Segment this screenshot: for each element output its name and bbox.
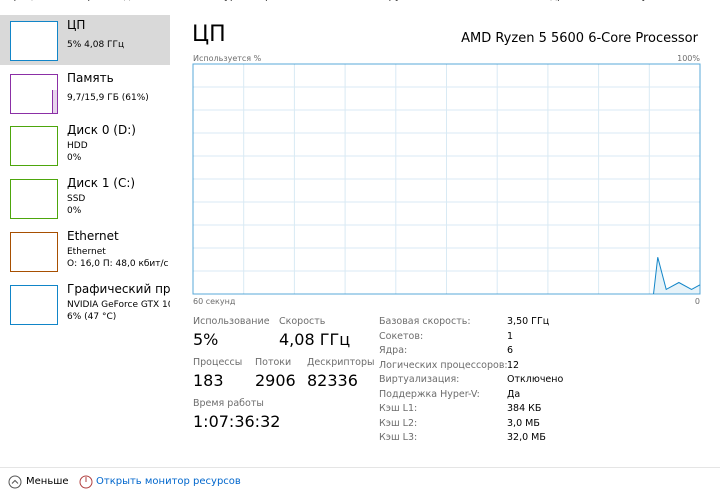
less-icon[interactable] (8, 475, 22, 489)
sidebar-thumbnail (10, 232, 58, 272)
sidebar-thumbnail (10, 74, 58, 114)
spec-label: Базовая скорость: (379, 316, 471, 327)
tab[interactable]: Журнал приложений (213, 0, 325, 3)
line (653, 257, 701, 295)
spec-label: Поддержка Hyper-V: (379, 388, 480, 400)
spec-value: 384 КБ (507, 403, 542, 414)
sidebar-line: Ethernet (67, 247, 106, 257)
stat-value: 82336 (307, 371, 358, 390)
x-end-label: 0 (695, 297, 700, 306)
sidebar-item[interactable]: Диск 0 (D:) HDD 0% (0, 120, 170, 170)
stat-value: 2906 (255, 371, 296, 390)
stat-value: 183 (193, 371, 224, 390)
less-button[interactable]: Меньше (26, 476, 69, 487)
spec-label: Кэш L3: (379, 432, 418, 443)
sidebar-line: О: 16,0 П: 48,0 кбит/с (67, 259, 169, 269)
sidebar-line: 0% (67, 206, 82, 216)
sidebar-item[interactable]: ЦП 5% 4,08 ГГц (0, 15, 170, 65)
resource-monitor-link[interactable]: Открыть монитор ресурсов (96, 476, 241, 487)
panel-title: ЦП (192, 22, 226, 47)
memory-fill (52, 90, 57, 113)
monitor-icon[interactable] (79, 475, 93, 489)
stat-label: Время работы (193, 398, 264, 409)
sidebar-name: ЦП (67, 18, 86, 32)
tab[interactable]: Подробности (536, 0, 606, 3)
sidebar-line: 5% 4,08 ГГц (67, 40, 125, 50)
sidebar-item[interactable]: Ethernet Ethernet О: 16,0 П: 48,0 кбит/с (0, 226, 170, 276)
spec-label: Кэш L1: (379, 403, 418, 414)
stat-label: Скорость (279, 316, 326, 327)
sidebar-item[interactable]: Память 9,7/15,9 ГБ (61%) (0, 68, 170, 118)
line-area (653, 257, 700, 294)
spec-value: 3,0 МБ (507, 417, 540, 429)
stat-label: Использование (193, 316, 270, 327)
processor-name: AMD Ryzen 5 5600 6-Core Processor (461, 31, 698, 46)
spec-value: Отключено (507, 374, 564, 385)
stat-label: Потоки (255, 357, 292, 368)
spec-value: Да (507, 388, 521, 400)
x-start-label: 60 секунд (193, 297, 236, 306)
sidebar-line: HDD (67, 141, 88, 151)
sidebar-thumbnail (10, 179, 58, 219)
tab-bar: Процессы Производительность Журнал приложе… (0, 0, 671, 3)
stat-value: 5% (193, 330, 219, 349)
spec-label: Сокетов: (379, 330, 424, 342)
sidebar-name: Память (67, 71, 114, 85)
spec-label: Виртуализация: (379, 374, 460, 385)
sidebar-item[interactable]: Диск 1 (C:) SSD 0% (0, 173, 170, 223)
sidebar-item[interactable]: Графический процессор 0 NVIDIA GeForce GT… (0, 279, 170, 329)
sidebar-thumbnail (10, 126, 58, 166)
sidebar-thumbnail (10, 285, 58, 325)
tab[interactable]: Автозагрузка (347, 0, 418, 3)
sidebar-thumbnail (10, 21, 58, 61)
sidebar-name: Диск 0 (D:) (67, 123, 136, 137)
stat-label: Дескрипторы (307, 357, 375, 368)
sidebar-line: SSD (67, 194, 86, 204)
spec-label: Логических процессоров: (379, 359, 508, 371)
footer-separator (0, 467, 720, 468)
spec-value: 12 (507, 359, 520, 371)
stat-value: 1:07:36:32 (193, 412, 281, 431)
sidebar: ЦП 5% 4,08 ГГц Память 9,7/15,9 ГБ (61%) Диск… (0, 12, 170, 467)
sidebar-name: Графический процессор 0 (67, 282, 170, 296)
spec-value: 6 (507, 345, 514, 356)
sidebar-line: 0% (67, 153, 82, 163)
tab[interactable]: Службы (628, 0, 670, 3)
spec-value: 1 (507, 330, 514, 342)
spec-value: 32,0 МБ (507, 432, 546, 443)
sidebar-line: 9,7/15,9 ГБ (61%) (67, 93, 149, 103)
sidebar-line: NVIDIA GeForce GTX 1060 (67, 300, 170, 310)
stat-value: 4,08 ГГц (279, 330, 351, 349)
sidebar-line: 6% (47 °C) (67, 312, 117, 322)
stat-label: Процессы (193, 357, 243, 368)
sidebar-name: Диск 1 (C:) (67, 176, 136, 190)
spec-label: Кэш L2: (379, 417, 418, 429)
tab[interactable]: Процессы (6, 0, 58, 3)
y-axis-label: Используется % (193, 54, 262, 63)
spec-label: Ядра: (379, 345, 408, 356)
sidebar-name: Ethernet (67, 229, 119, 243)
spec-value: 3,50 ГГц (507, 316, 550, 327)
cpu-graph: Используется % 100% 60 секунд 0 (192, 54, 701, 306)
y-max-label: 100% (677, 54, 700, 63)
graph-border (192, 63, 701, 295)
tab[interactable]: Пользователи (440, 0, 514, 3)
tab[interactable]: Производительность (80, 0, 191, 3)
